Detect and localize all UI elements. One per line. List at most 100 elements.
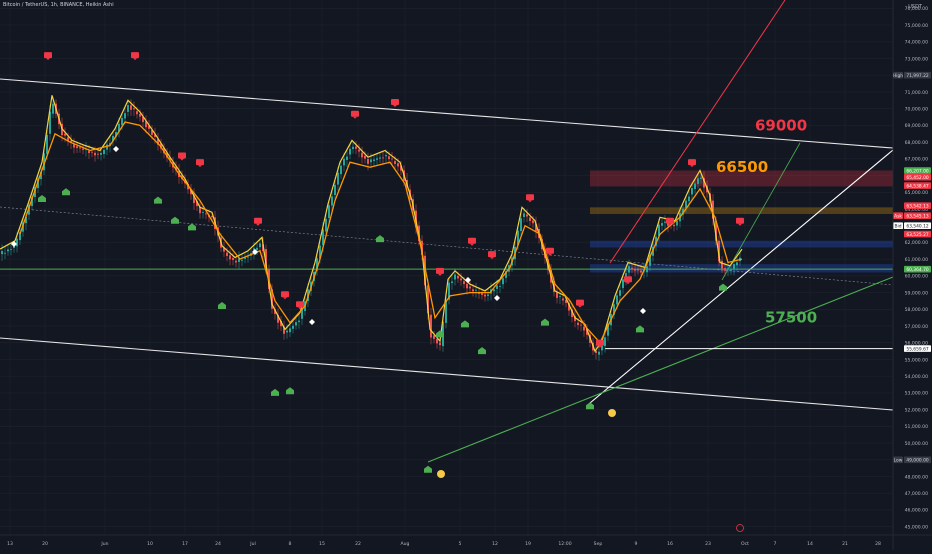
sell-signal-marker bbox=[254, 217, 262, 224]
candle-body bbox=[703, 178, 705, 188]
x-tick-label: 22 bbox=[355, 541, 361, 547]
price-label: 66,207.00 bbox=[906, 168, 929, 174]
candle-body bbox=[661, 223, 663, 226]
candle-body bbox=[205, 213, 207, 215]
candle-body bbox=[637, 269, 639, 271]
candle-body bbox=[238, 258, 240, 262]
price-zone bbox=[590, 207, 893, 214]
sell-signal-pointer bbox=[133, 58, 137, 61]
resistance-line-red bbox=[609, 0, 786, 264]
candle-body bbox=[91, 151, 93, 153]
candle-body bbox=[7, 249, 9, 252]
candle-body bbox=[73, 144, 75, 148]
x-tick-label: 20 bbox=[42, 541, 48, 547]
diamond-marker bbox=[309, 319, 315, 325]
candle-body bbox=[430, 314, 432, 338]
candle-body bbox=[319, 245, 321, 259]
sell-signal-marker bbox=[391, 98, 399, 105]
candle-body bbox=[427, 285, 429, 314]
candle-body bbox=[328, 205, 330, 218]
sell-signal-pointer bbox=[626, 282, 630, 285]
price-label: 71,997.22 bbox=[906, 73, 929, 79]
price-label: High bbox=[893, 73, 903, 79]
x-tick-label: 12 bbox=[492, 541, 498, 547]
price-label-bg bbox=[893, 212, 903, 219]
price-label-bg bbox=[904, 230, 931, 238]
candle-body bbox=[211, 216, 213, 218]
candle-body bbox=[664, 221, 666, 223]
candle-body bbox=[88, 150, 90, 154]
price-label: Bid bbox=[894, 224, 901, 230]
candle-body bbox=[247, 256, 249, 258]
candle-body bbox=[316, 258, 318, 271]
candle-body bbox=[373, 159, 375, 161]
candle-body bbox=[67, 137, 69, 142]
candle-body bbox=[31, 197, 33, 206]
buy-signal-marker bbox=[188, 223, 196, 231]
candle-body bbox=[712, 200, 714, 219]
support-line-white bbox=[589, 149, 894, 404]
price-label: 63,540.12 bbox=[906, 224, 929, 230]
buy-signal-marker bbox=[436, 330, 444, 338]
x-tick-label: 19 bbox=[525, 541, 531, 547]
buy-signal-marker bbox=[541, 318, 549, 326]
candle-body bbox=[499, 285, 501, 287]
candle-body bbox=[190, 189, 192, 195]
price-label-bg bbox=[893, 71, 903, 79]
sell-signal-pointer bbox=[470, 243, 474, 246]
price-label: 55,659.67 bbox=[906, 346, 929, 352]
candle-body bbox=[649, 255, 651, 266]
candle-body bbox=[715, 220, 717, 241]
sell-signal-marker bbox=[596, 339, 604, 346]
candle-body bbox=[736, 262, 738, 266]
diamond-marker bbox=[11, 241, 17, 247]
candle-body bbox=[616, 295, 618, 305]
candle-body bbox=[520, 218, 522, 232]
buy-signal-marker bbox=[171, 216, 179, 224]
candle-body bbox=[529, 217, 531, 221]
candle-body bbox=[151, 130, 153, 135]
sell-signal-pointer bbox=[490, 257, 494, 260]
annotations: 69000 66500 57500 bbox=[716, 116, 817, 326]
ma-fast-line bbox=[0, 95, 743, 353]
sell-signal-pointer bbox=[283, 297, 287, 300]
candle-body bbox=[256, 247, 258, 251]
price-label: 63,525.27 bbox=[906, 232, 929, 238]
candle-body bbox=[622, 279, 624, 289]
price-axis[interactable]: 76,000.0075,000.0074,000.0073,000.0072,0… bbox=[893, 6, 931, 530]
candle-body bbox=[613, 304, 615, 315]
price-zone bbox=[590, 264, 893, 273]
clock-icon bbox=[736, 524, 744, 532]
candle-body bbox=[223, 247, 225, 252]
time-axis[interactable]: 13 20 Jun 10 17 24 Jul 8 15 22 Aug 5 12 19 12:00 Sep 9 16… bbox=[7, 541, 881, 547]
projection-line-green bbox=[721, 142, 801, 281]
buy-signal-marker bbox=[424, 465, 432, 473]
y-tick-label: 52,000.00 bbox=[905, 407, 928, 413]
candle-body bbox=[265, 249, 267, 269]
candle-body bbox=[52, 103, 54, 114]
diamond-marker bbox=[113, 146, 119, 152]
candle-body bbox=[724, 268, 726, 271]
candle-body bbox=[235, 260, 237, 263]
y-tick-label: 61,000.00 bbox=[905, 257, 928, 263]
candle-body bbox=[76, 146, 78, 149]
x-tick-label: Jul bbox=[249, 541, 256, 547]
candle-body bbox=[364, 155, 366, 159]
sell-signal-marker bbox=[526, 194, 534, 201]
candle-body bbox=[655, 236, 657, 246]
y-tick-label: 57,000.00 bbox=[905, 324, 928, 330]
candle-body bbox=[397, 163, 399, 167]
sell-signal-pointer bbox=[438, 273, 442, 276]
x-tick-label: 8 bbox=[289, 541, 292, 547]
price-label: 63,545.13 bbox=[906, 213, 929, 219]
grid bbox=[0, 0, 893, 535]
candle-body bbox=[298, 320, 300, 323]
candle-body bbox=[361, 152, 363, 158]
y-tick-label: 51,000.00 bbox=[905, 424, 928, 430]
sell-signal-pointer bbox=[578, 305, 582, 308]
candle-body bbox=[46, 134, 48, 154]
sell-signal-marker bbox=[546, 247, 554, 254]
buy-signal-marker bbox=[38, 194, 46, 202]
candle-body bbox=[697, 178, 699, 184]
